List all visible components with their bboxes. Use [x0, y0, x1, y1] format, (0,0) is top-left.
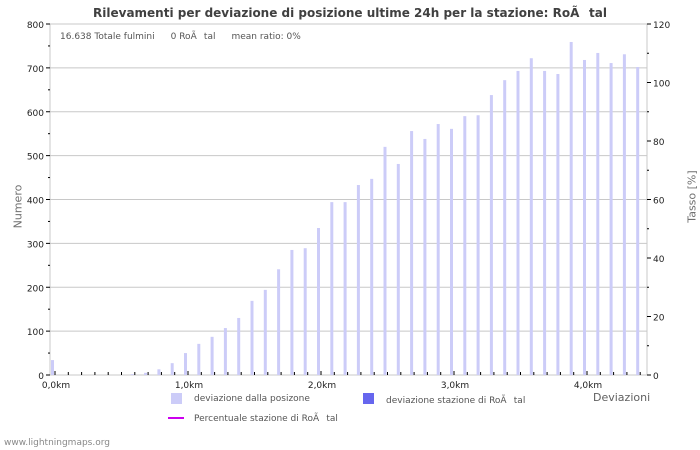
y-axis-right-label: Tasso [%]	[685, 170, 699, 223]
svg-text:800: 800	[27, 21, 44, 31]
svg-text:3,0km: 3,0km	[441, 381, 469, 391]
svg-text:200: 200	[27, 284, 44, 294]
chart-title: Rilevamenti per deviazione di posizione …	[93, 6, 607, 20]
station-strikes: 0 RoÃtal	[170, 32, 216, 42]
svg-text:500: 500	[27, 153, 44, 163]
svg-text:2,0km: 2,0km	[308, 381, 336, 391]
svg-text:600: 600	[27, 109, 44, 119]
mean-ratio: mean ratio: 0%	[231, 32, 301, 42]
svg-text:40: 40	[653, 255, 665, 265]
svg-text:100: 100	[27, 328, 44, 338]
legend-swatch-series1-icon	[171, 393, 182, 404]
svg-text:60: 60	[653, 197, 665, 207]
y-axis-left-label: Numero	[11, 184, 25, 229]
svg-text:1,0km: 1,0km	[175, 381, 203, 391]
svg-text:20: 20	[653, 314, 665, 324]
legend-label-series3: Percentuale stazione di RoÃtal	[194, 414, 338, 424]
svg-text:0,0km: 0,0km	[42, 381, 70, 391]
svg-text:4,0km: 4,0km	[574, 381, 602, 391]
svg-text:80: 80	[653, 138, 665, 148]
legend-label-series1: deviazione dalla posizone	[194, 394, 310, 404]
svg-text:100: 100	[653, 80, 670, 90]
svg-text:0: 0	[653, 372, 659, 382]
svg-text:0: 0	[38, 372, 44, 382]
svg-text:700: 700	[27, 65, 44, 75]
svg-text:300: 300	[27, 240, 44, 250]
summary-info: 16.638 Totale fulmini 0 RoÃtal mean ratio…	[60, 30, 317, 42]
legend-label-series2: deviazione stazione di RoÃtal	[386, 396, 526, 406]
total-strikes: 16.638 Totale fulmini	[60, 32, 155, 42]
svg-text:120: 120	[653, 21, 670, 31]
legend-swatch-series2-icon	[363, 393, 374, 404]
legend-line-series3-icon	[168, 417, 184, 419]
svg-text:400: 400	[27, 197, 44, 207]
x-axis-label: Deviazioni	[593, 391, 651, 404]
footer-site-link[interactable]: www.lightningmaps.org	[4, 438, 110, 448]
